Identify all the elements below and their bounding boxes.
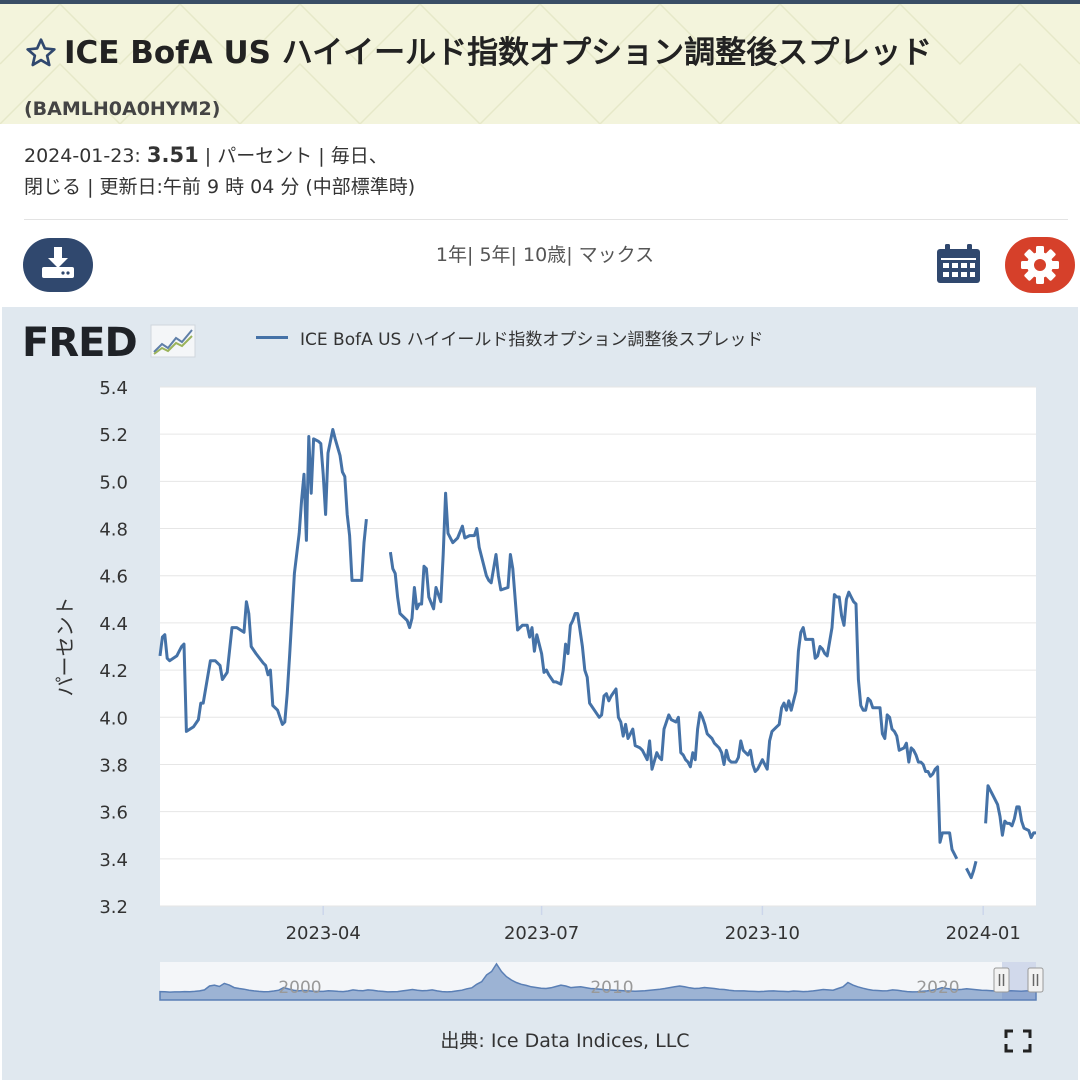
aggregation: 閉じる (24, 176, 82, 198)
plot-area (160, 387, 1036, 906)
series-id: (BAMLH0A0HYM2) (24, 98, 221, 120)
range-max[interactable]: マックス (578, 244, 655, 266)
source-note: 出典: Ice Data Indices, LLC (440, 1030, 690, 1052)
chart-logo-icon (150, 324, 196, 358)
y-tick-label: 3.8 (99, 755, 128, 776)
star-icon[interactable] (24, 36, 58, 82)
y-tick-label: 5.4 (99, 378, 128, 399)
fullscreen-icon (1004, 1029, 1032, 1053)
observation-date: 2024-01-23: (24, 145, 141, 167)
navigator-handle[interactable] (1027, 967, 1044, 993)
separator: | (510, 244, 523, 266)
frequency: 毎日、 (330, 145, 388, 167)
x-tick-label: 2024-01 (946, 923, 1021, 944)
x-tick-label: 2023-04 (286, 923, 361, 944)
updated-label: 更新日: (99, 176, 163, 198)
legend-label: ICE BofA US ハイイールド指数オプション調整後スプレッド (300, 330, 764, 350)
x-tick-label: 2023-07 (504, 923, 579, 944)
series-line (158, 428, 368, 733)
download-icon (42, 247, 74, 278)
navigator-year-label: 2000 (278, 978, 321, 998)
units: パーセント (217, 145, 313, 167)
range-5y[interactable]: 5年 (479, 244, 511, 266)
divider (24, 219, 1068, 220)
range-selector: 1年| 5年| 10歳| マックス (0, 240, 1080, 267)
observation-value: 3.51 (146, 143, 199, 167)
y-tick-label: 3.2 (99, 897, 128, 918)
fullscreen-button[interactable] (1004, 1029, 1032, 1057)
y-tick-label: 4.4 (99, 614, 128, 635)
navigator-handle[interactable] (993, 967, 1010, 993)
navigator-series (159, 962, 1037, 1001)
series-line (965, 860, 978, 880)
legend-swatch (256, 336, 288, 339)
gear-icon (1021, 246, 1059, 284)
x-tick-label: 2023-10 (725, 923, 800, 944)
series-line (388, 491, 959, 860)
range-10y[interactable]: 10歳 (523, 244, 567, 266)
updated-time: 午前 9 時 04 分 (中部標準時) (162, 176, 416, 198)
title-band: ICE BofA US ハイイールド指数オプション調整後スプレッド (BAMLH0… (0, 4, 1080, 124)
calendar-icon (937, 244, 980, 283)
title-text: ICE BofA US ハイイールド指数オプション調整後スプレッド (64, 35, 933, 71)
y-tick-label: 5.2 (99, 425, 128, 446)
navigator-year-label: 2020 (916, 978, 959, 998)
y-tick-label: 4.8 (99, 520, 128, 541)
range-1y[interactable]: 1年 (435, 244, 467, 266)
settings-button[interactable] (1005, 237, 1075, 293)
meta-line-2: 閉じる | 更新日:午前 9 時 04 分 (中部標準時) (24, 172, 415, 203)
fred-logo: FRED (22, 320, 196, 366)
series-line (984, 784, 1036, 840)
separator: | (318, 145, 331, 167)
separator: | (467, 244, 480, 266)
y-axis-label: パーセント (53, 597, 77, 697)
separator: | (204, 145, 218, 167)
calendar-button[interactable] (936, 244, 982, 288)
y-tick-label: 5.0 (99, 472, 128, 493)
top-border (0, 0, 1080, 4)
y-tick-label: 4.0 (99, 708, 128, 729)
background-pattern (0, 4, 1080, 124)
fred-logo-text: FRED (22, 320, 138, 366)
series-title: ICE BofA US ハイイールド指数オプション調整後スプレッド (BAMLH0… (24, 30, 1064, 124)
meta-line-1: 2024-01-23: 3.51 | パーセント | 毎日、 (24, 140, 415, 172)
navigator-year-label: 2010 (590, 978, 633, 998)
separator: | (87, 176, 100, 198)
legend: ICE BofA US ハイイールド指数オプション調整後スプレッド (256, 325, 763, 350)
y-tick-label: 4.2 (99, 661, 128, 682)
y-tick-label: 3.6 (99, 803, 128, 824)
y-tick-label: 3.4 (99, 850, 128, 871)
y-tick-label: 4.6 (99, 567, 128, 588)
series-meta: 2024-01-23: 3.51 | パーセント | 毎日、 閉じる | 更新日… (24, 140, 415, 203)
download-button[interactable] (23, 238, 93, 292)
separator: | (566, 244, 579, 266)
